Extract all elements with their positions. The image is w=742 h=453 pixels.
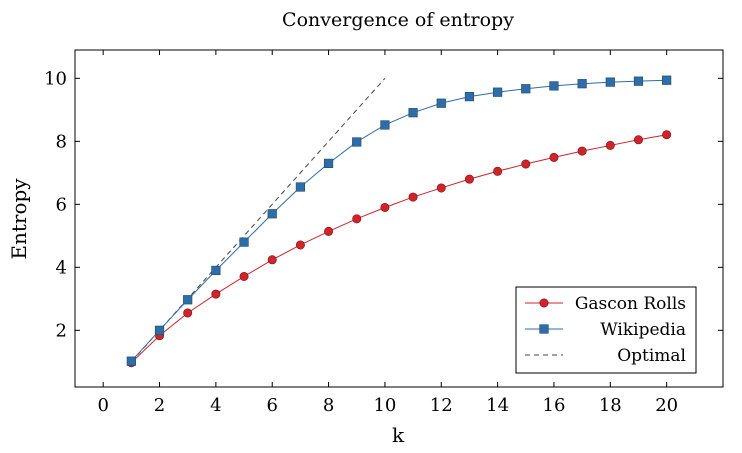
data-point-wikipedia — [126, 356, 136, 366]
data-point-gascon-rolls — [267, 255, 277, 265]
data-point-wikipedia — [323, 158, 334, 168]
data-point-gascon-rolls — [324, 226, 334, 236]
data-point-gascon-rolls — [464, 174, 474, 184]
series-line-gascon-rolls — [131, 134, 667, 364]
data-point-gascon-rolls — [239, 271, 249, 281]
axis-ticks: 0 2 4 6 8 10 12 14 16 18 20 2 4 6 8 10 — [44, 50, 723, 416]
data-point-gascon-rolls — [295, 240, 305, 250]
data-point-wikipedia — [577, 79, 587, 89]
data-point-wikipedia — [436, 98, 446, 108]
x-tick-label: 0 — [97, 395, 108, 416]
data-point-gascon-rolls — [183, 308, 193, 318]
legend: Gascon Rolls Wikipedia Optimal — [515, 286, 697, 374]
data-point-gascon-rolls — [493, 166, 503, 176]
data-point-gascon-rolls — [549, 152, 559, 162]
data-point-wikipedia — [183, 295, 193, 305]
data-point-wikipedia — [633, 76, 644, 86]
chart-title: Convergence of entropy — [282, 9, 514, 31]
y-tick-label: 10 — [44, 68, 67, 89]
x-tick-label: 6 — [266, 395, 277, 416]
data-point-gascon-rolls — [605, 140, 615, 150]
data-point-wikipedia — [521, 84, 531, 94]
data-point-gascon-rolls — [521, 159, 531, 169]
data-point-wikipedia — [211, 265, 221, 276]
legend-marker-gascon-rolls — [539, 298, 549, 308]
x-tick-label: 10 — [373, 395, 396, 416]
legend-label-wikipedia: Wikipedia — [600, 320, 686, 340]
x-tick-label: 12 — [430, 395, 453, 416]
y-tick-label: 6 — [56, 194, 67, 215]
y-tick-label: 2 — [56, 320, 67, 341]
data-point-gascon-rolls — [408, 192, 418, 202]
x-tick-label: 16 — [543, 395, 566, 416]
data-point-wikipedia — [380, 120, 390, 130]
legend-label-gascon-rolls: Gascon Rolls — [575, 294, 686, 314]
x-tick-label: 14 — [486, 395, 509, 416]
data-point-wikipedia — [267, 209, 277, 219]
x-axis-label: k — [392, 423, 405, 447]
plot-area — [126, 75, 672, 368]
data-point-gascon-rolls — [436, 183, 446, 193]
x-tick-label: 8 — [323, 395, 334, 416]
x-tick-label: 4 — [210, 395, 221, 416]
data-point-wikipedia — [408, 108, 418, 118]
data-point-wikipedia — [662, 75, 672, 85]
legend-marker-wikipedia — [539, 324, 549, 334]
data-point-wikipedia — [239, 237, 249, 247]
x-tick-label: 20 — [655, 395, 678, 416]
data-point-wikipedia — [352, 137, 362, 147]
data-point-wikipedia — [295, 182, 305, 192]
data-point-wikipedia — [605, 77, 615, 87]
axes-frame — [74, 49, 724, 388]
y-tick-label: 8 — [56, 131, 67, 152]
series-line-wikipedia — [130, 79, 667, 362]
data-point-gascon-rolls — [211, 289, 221, 299]
data-point-gascon-rolls — [662, 130, 672, 140]
legend-label-optimal: Optimal — [617, 346, 686, 366]
y-axis-label: Entropy — [7, 178, 31, 260]
x-tick-label: 18 — [599, 395, 622, 416]
data-point-gascon-rolls — [633, 135, 643, 145]
data-point-gascon-rolls — [577, 146, 587, 156]
y-tick-label: 4 — [56, 257, 67, 278]
data-point-wikipedia — [493, 87, 503, 97]
x-tick-label: 2 — [154, 395, 165, 416]
data-point-wikipedia — [154, 325, 165, 335]
data-point-gascon-rolls — [352, 214, 362, 224]
data-point-wikipedia — [549, 81, 559, 91]
data-point-wikipedia — [464, 92, 475, 102]
data-point-gascon-rolls — [380, 202, 390, 212]
